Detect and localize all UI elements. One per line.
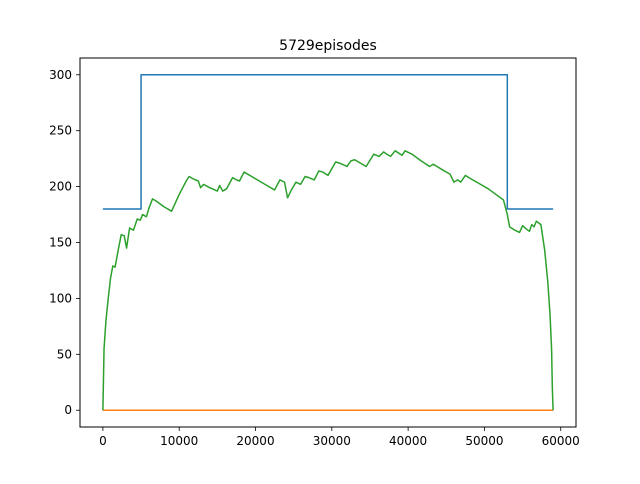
y-tick-label: 150 — [49, 236, 72, 250]
y-tick-label: 300 — [49, 68, 72, 82]
x-tick-label: 60000 — [542, 434, 580, 448]
plot-frame — [79, 57, 577, 428]
y-tick-label: 200 — [49, 180, 72, 194]
plot-lines — [102, 74, 554, 411]
y-axis: 0 50 100 150 200 250 300 — [49, 68, 80, 417]
y-tick-label: 0 — [64, 403, 72, 417]
y-tick-label: 100 — [49, 291, 72, 305]
x-tick-label: 30000 — [313, 434, 351, 448]
x-tick-label: 40000 — [389, 434, 427, 448]
x-axis: 0 10000 20000 30000 40000 50000 60000 — [99, 427, 580, 448]
x-tick-label: 0 — [99, 434, 107, 448]
series-line-1 — [102, 74, 554, 210]
series-line-3 — [102, 150, 554, 411]
x-tick-label: 50000 — [465, 434, 503, 448]
chart-title: 5729episodes — [279, 38, 377, 54]
x-tick-label: 20000 — [236, 434, 274, 448]
x-tick-label: 10000 — [160, 434, 198, 448]
y-tick-label: 50 — [57, 347, 72, 361]
y-tick-label: 250 — [49, 124, 72, 138]
